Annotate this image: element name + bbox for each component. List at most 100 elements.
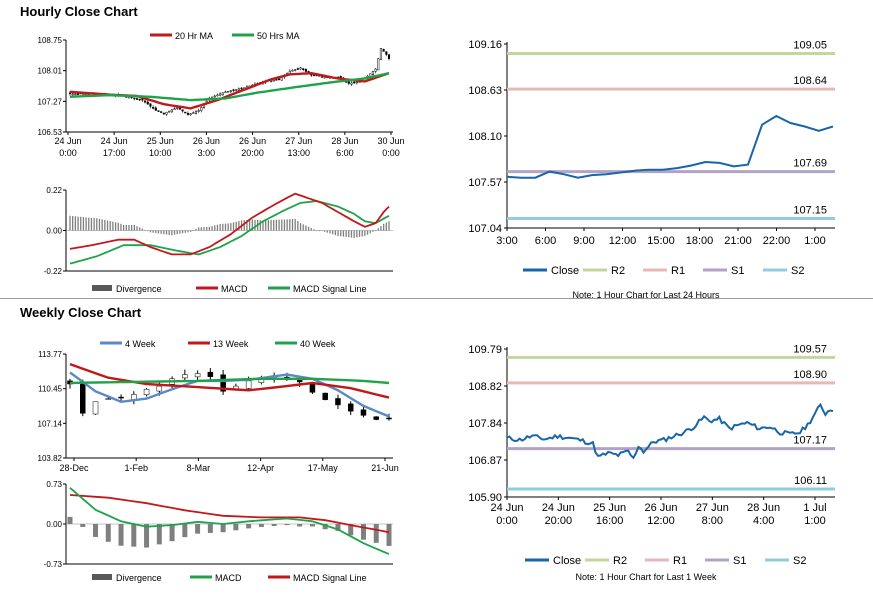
divergence-bar — [104, 220, 106, 231]
divergence-bar — [305, 225, 307, 231]
legend-label: S1 — [731, 265, 744, 277]
divergence-bar — [374, 230, 377, 232]
divergence-bar — [74, 216, 77, 231]
signal-line — [69, 494, 390, 534]
divergence-bar — [117, 222, 119, 231]
x-tick-label-time: 16:00 — [596, 515, 624, 527]
candle-body — [302, 68, 305, 70]
divergence-bar — [200, 227, 203, 231]
x-tick-label-time: 12:00 — [647, 515, 675, 527]
legend-label: R1 — [671, 265, 685, 277]
candle-body — [385, 51, 388, 55]
candle-body — [237, 88, 240, 91]
y-tick-label: -0.22 — [44, 267, 63, 276]
divergence-bar — [230, 223, 232, 231]
divergence-bar — [324, 230, 326, 232]
x-tick-label: 9:00 — [573, 235, 594, 247]
divergence-bar — [258, 524, 264, 527]
legend-label: 50 Hrs MA — [257, 31, 300, 41]
y-tick-label: 110.45 — [38, 385, 62, 394]
x-tick-label: 28 Jun — [331, 136, 358, 146]
divergence-bar — [386, 524, 392, 546]
divergence-bar — [366, 230, 369, 235]
divergence-bar — [165, 230, 168, 235]
divergence-bar — [340, 230, 342, 237]
chart-note: Note: 1 Hour Chart for Last 1 Week — [576, 572, 717, 582]
divergence-bar — [80, 524, 86, 527]
x-tick-label: 28 Jun — [747, 502, 780, 514]
candle-body — [335, 398, 341, 406]
divergence-bar — [93, 218, 95, 231]
x-tick-label: 22:00 — [763, 235, 791, 247]
x-tick-label-time: 3:00 — [198, 148, 216, 158]
divergence-bar — [105, 524, 111, 542]
divergence-bar — [361, 230, 363, 237]
candle-body — [304, 68, 307, 72]
candle-body — [360, 409, 367, 416]
divergence-bar — [149, 230, 152, 233]
divergence-bar — [313, 229, 315, 231]
y-tick-label: 109.79 — [468, 344, 502, 356]
legend-label: Divergence — [116, 573, 162, 583]
x-tick-label-time: 17:00 — [103, 148, 126, 158]
divergence-bar — [259, 220, 261, 231]
divergence-bar — [157, 230, 160, 234]
divergence-bar — [192, 230, 194, 231]
divergence-bar — [189, 230, 192, 232]
x-tick-label: 18:00 — [686, 235, 714, 247]
legend-label: MACD — [221, 284, 248, 294]
divergence-bar — [195, 524, 201, 534]
y-tick-label: 0.00 — [46, 227, 62, 236]
candle-body — [189, 113, 192, 116]
divergence-bar — [98, 218, 101, 231]
x-tick-label: 24 Jun — [101, 136, 128, 146]
divergence-bar — [96, 218, 98, 231]
level-label-s1: 107.69 — [793, 158, 827, 170]
x-tick-label: 30 Jun — [377, 136, 404, 146]
legend-label: MACD Signal Line — [293, 573, 367, 583]
divergence-bar — [294, 218, 296, 231]
candle-body — [194, 111, 198, 114]
x-tick-label: 27 Jun — [696, 502, 729, 514]
candle-body — [296, 68, 299, 70]
divergence-bar — [211, 226, 213, 231]
candle-body — [135, 98, 139, 100]
divergence-bar — [232, 222, 235, 231]
x-tick-label: 12-Apr — [247, 463, 274, 473]
divergence-bar — [181, 230, 184, 234]
legend-label: Close — [551, 265, 579, 277]
x-tick-label-time: 8:00 — [702, 515, 723, 527]
divergence-bar — [334, 230, 337, 236]
legend-label: S2 — [793, 555, 806, 567]
divergence-bar — [356, 230, 358, 238]
level-label-s2: 106.11 — [794, 475, 827, 487]
x-tick-label-time: 20:00 — [545, 515, 573, 527]
y-tick-label: 108.75 — [38, 36, 63, 45]
y-tick-label: 106.87 — [468, 455, 502, 467]
divergence-bar — [227, 223, 229, 231]
divergence-bar — [283, 219, 286, 231]
candle-body — [347, 81, 350, 84]
divergence-bar — [220, 524, 226, 533]
divergence-bar — [281, 219, 283, 231]
level-label-s2: 107.15 — [793, 204, 827, 216]
y-tick-label: 108.10 — [468, 131, 502, 143]
candle-body — [138, 98, 141, 101]
candle-body — [272, 79, 275, 82]
divergence-bar — [238, 221, 240, 231]
divergence-bar — [273, 219, 275, 231]
candle-body — [350, 82, 353, 85]
y-tick-label: 106.53 — [38, 128, 63, 137]
divergence-bar — [176, 230, 178, 235]
candle-body — [162, 112, 165, 115]
divergence-bar — [373, 524, 379, 543]
divergence-bar — [214, 225, 216, 231]
candle-body — [216, 94, 219, 97]
candle-body — [200, 107, 203, 111]
divergence-bar — [216, 224, 219, 231]
candle-body — [173, 108, 176, 110]
candle-body — [152, 107, 155, 109]
divergence-bar — [297, 524, 303, 527]
x-tick-label: 6:00 — [535, 235, 556, 247]
candle-body — [160, 111, 163, 113]
